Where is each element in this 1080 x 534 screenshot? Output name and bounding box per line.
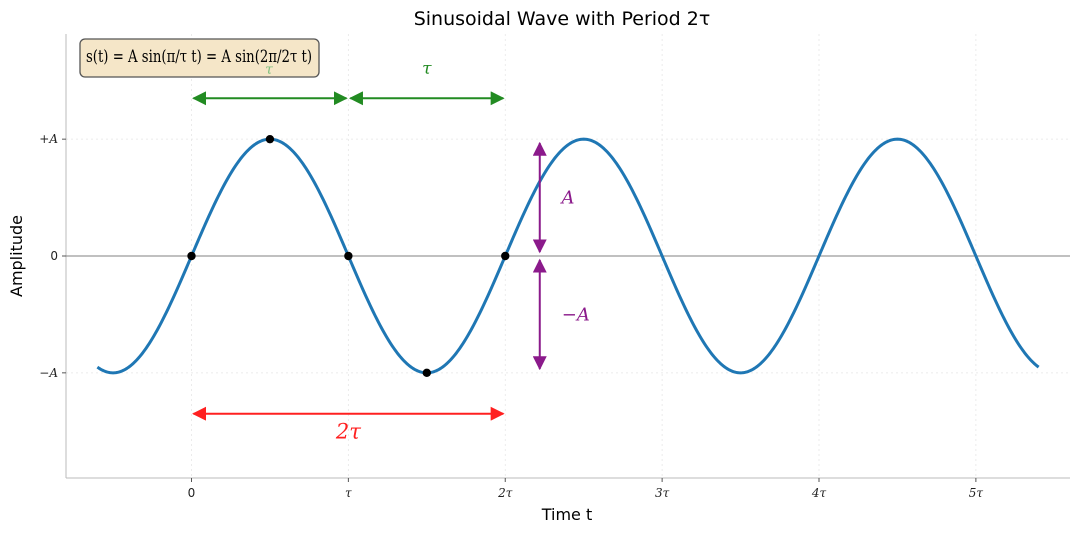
x-axis-label: Time t: [541, 505, 593, 524]
ticks: 0 τ 2τ 3τ 4τ 5τ +A 0 −A: [39, 132, 983, 500]
y-tick-label-0: +A: [39, 132, 58, 146]
x-tick-label-2: 2τ: [497, 486, 513, 500]
x-tick-label-3: 3τ: [655, 486, 670, 500]
axes: [65, 34, 1070, 479]
formula-ghost-label: τ: [265, 62, 273, 78]
y-tick-label-1: 0: [50, 249, 58, 263]
y-axis-label: Amplitude: [7, 215, 26, 297]
h-arrow-label-2: 2τ: [335, 419, 361, 443]
formula-box: s(t) = A sin(π/τ t) = A sin(2π/2τ t) τ: [79, 38, 320, 78]
x-tick-label-1: τ: [345, 486, 352, 500]
x-tick-label-4: 4τ: [811, 486, 827, 500]
key-points: [187, 134, 510, 378]
series: [96, 137, 1040, 375]
annotations: τ 2τ A −A: [192, 59, 590, 443]
formula-box-frame: [79, 38, 320, 78]
x-tick-label-5: 5τ: [969, 486, 984, 500]
key-point-4: [501, 251, 510, 261]
key-point-3: [422, 368, 432, 378]
x-tick-label-0: 0: [188, 486, 196, 500]
wave-line-0: [96, 137, 1040, 375]
key-point-0: [187, 251, 196, 261]
y-tick-label-2: −A: [39, 366, 58, 380]
key-point-1: [265, 134, 275, 144]
chart-title: Sinusoidal Wave with Period 2τ: [414, 8, 711, 30]
formula-text: s(t) = A sin(π/τ t) = A sin(2π/2τ t): [86, 47, 312, 67]
v-arrow-label-4: −A: [562, 304, 590, 325]
h-arrow-label-1: τ: [422, 59, 432, 79]
v-arrow-label-3: A: [560, 188, 575, 209]
key-point-2: [344, 251, 353, 261]
